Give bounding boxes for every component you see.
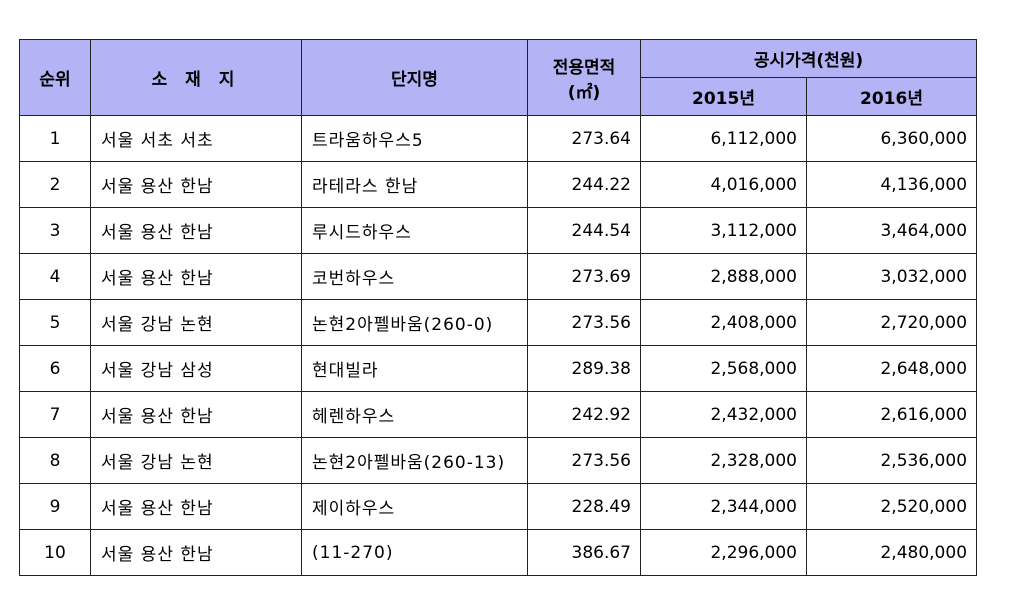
cell-rank: 3: [19, 207, 91, 254]
cell-price-2016: 2,720,000: [805, 299, 978, 346]
table-row: 9 서울 용산 한남 제이하우스 228.49 2,344,000 2,520,000: [19, 483, 978, 530]
cell-complex: 라테라스 한남: [301, 161, 528, 208]
cell-rank: 1: [19, 115, 91, 162]
cell-area: 244.22: [527, 161, 641, 208]
cell-complex: 제이하우스: [301, 483, 528, 530]
cell-area: 273.56: [527, 299, 641, 346]
table-row: 6 서울 강남 삼성 현대빌라 289.38 2,568,000 2,648,000: [19, 345, 978, 392]
header-price-group: 공시가격(천원): [639, 39, 978, 78]
table-row: 7 서울 용산 한남 헤렌하우스 242.92 2,432,000 2,616,000: [19, 391, 978, 438]
cell-price-2015: 2,568,000: [640, 345, 807, 392]
table-row: 5 서울 강남 논현 논현2아펠바움(260-0) 273.56 2,408,000 2,…: [19, 299, 978, 346]
cell-price-2016: 2,648,000: [805, 345, 978, 392]
cell-price-2016: 2,536,000: [805, 437, 978, 484]
cell-price-2016: 2,520,000: [805, 483, 978, 530]
cell-rank: 7: [19, 391, 91, 438]
cell-price-2015: 3,112,000: [640, 207, 807, 254]
header-location: 소 재 지: [90, 39, 302, 116]
cell-rank: 4: [19, 253, 91, 300]
header-year-2015: 2015년: [640, 77, 807, 116]
cell-area: 386.67: [527, 529, 641, 576]
cell-location: 서울 용산 한남: [90, 391, 302, 438]
cell-price-2015: 2,344,000: [640, 483, 807, 530]
table-row: 8 서울 강남 논현 논현2아펠바움(260-13) 273.56 2,328,000 2…: [19, 437, 978, 484]
cell-rank: 5: [19, 299, 91, 346]
cell-price-2015: 2,296,000: [640, 529, 807, 576]
cell-location: 서울 서초 서초: [90, 115, 302, 162]
cell-complex: 루시드하우스: [301, 207, 528, 254]
cell-area: 273.69: [527, 253, 641, 300]
table-row: 10 서울 용산 한남 (11-270) 386.67 2,296,000 2,480,0…: [19, 529, 978, 576]
cell-location: 서울 강남 논현: [90, 299, 302, 346]
cell-price-2015: 4,016,000: [640, 161, 807, 208]
header-rank: 순위: [19, 39, 91, 116]
cell-price-2016: 2,480,000: [805, 529, 978, 576]
cell-complex: 헤렌하우스: [301, 391, 528, 438]
price-table: 순위 소 재 지 단지명 전용면적 (㎡) 공시가격(천원) 2015년 201…: [19, 39, 978, 576]
table-row: 3 서울 용산 한남 루시드하우스 244.54 3,112,000 3,464,000: [19, 207, 978, 254]
cell-rank: 2: [19, 161, 91, 208]
cell-price-2016: 3,464,000: [805, 207, 978, 254]
cell-location: 서울 용산 한남: [90, 253, 302, 300]
table-row: 2 서울 용산 한남 라테라스 한남 244.22 4,016,000 4,136,000: [19, 161, 978, 208]
cell-area: 228.49: [527, 483, 641, 530]
cell-location: 서울 강남 논현: [90, 437, 302, 484]
header-row-1: 순위 소 재 지 단지명 전용면적 (㎡) 공시가격(천원): [19, 39, 978, 116]
cell-rank: 10: [19, 529, 91, 576]
cell-location: 서울 강남 삼성: [90, 345, 302, 392]
table-row: 1 서울 서초 서초 트라움하우스5 273.64 6,112,000 6,360,000: [19, 115, 978, 162]
cell-location: 서울 용산 한남: [90, 207, 302, 254]
cell-complex: 논현2아펠바움(260-13): [301, 437, 528, 484]
cell-price-2015: 6,112,000: [640, 115, 807, 162]
cell-complex: (11-270): [301, 529, 528, 576]
cell-area: 242.92: [527, 391, 641, 438]
cell-complex: 코번하우스: [301, 253, 528, 300]
cell-complex: 트라움하우스5: [301, 115, 528, 162]
cell-price-2016: 2,616,000: [805, 391, 978, 438]
cell-area: 244.54: [527, 207, 641, 254]
header-complex: 단지명: [301, 39, 528, 116]
cell-complex: 현대빌라: [301, 345, 528, 392]
cell-location: 서울 용산 한남: [90, 529, 302, 576]
cell-price-2015: 2,328,000: [640, 437, 807, 484]
header-row-2: 2015년 2016년: [20, 77, 978, 116]
cell-price-2016: 4,136,000: [805, 161, 978, 208]
cell-rank: 6: [19, 345, 91, 392]
cell-price-2016: 3,032,000: [805, 253, 978, 300]
price-table-container: 순위 소 재 지 단지명 전용면적 (㎡) 공시가격(천원) 2015년 201…: [19, 39, 978, 576]
cell-price-2015: 2,408,000: [640, 299, 807, 346]
cell-price-2016: 6,360,000: [805, 115, 978, 162]
cell-rank: 9: [19, 483, 91, 530]
header-area-unit: (㎡): [567, 82, 601, 103]
header-area-label: 전용면적: [552, 57, 616, 78]
header-area: 전용면적 (㎡): [527, 39, 641, 116]
cell-price-2015: 2,432,000: [640, 391, 807, 438]
table-row: 4 서울 용산 한남 코번하우스 273.69 2,888,000 3,032,000: [19, 253, 978, 300]
cell-rank: 8: [19, 437, 91, 484]
cell-location: 서울 용산 한남: [90, 483, 302, 530]
cell-complex: 논현2아펠바움(260-0): [301, 299, 528, 346]
header-year-2016: 2016년: [805, 77, 978, 116]
cell-location: 서울 용산 한남: [90, 161, 302, 208]
cell-area: 273.56: [527, 437, 641, 484]
cell-price-2015: 2,888,000: [640, 253, 807, 300]
cell-area: 289.38: [527, 345, 641, 392]
cell-area: 273.64: [527, 115, 641, 162]
